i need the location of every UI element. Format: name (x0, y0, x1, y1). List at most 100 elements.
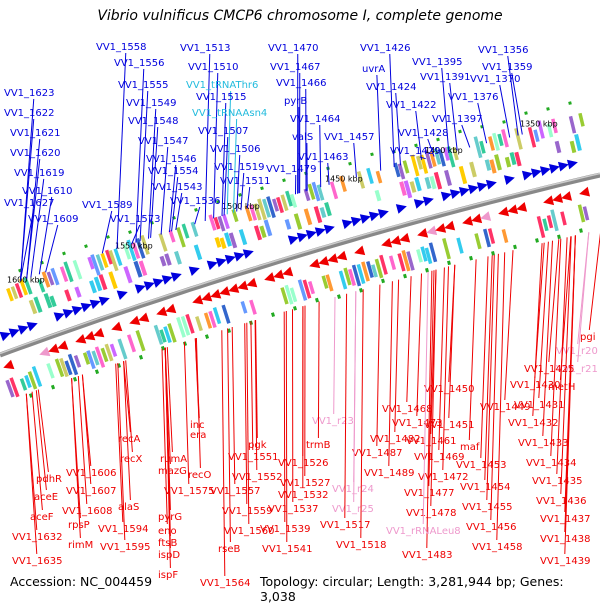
top-gene-label: VV1_1513 (180, 43, 231, 54)
label-leader-line (118, 363, 125, 540)
top-gene-label: VV1_1519 (214, 162, 265, 173)
top-gene-label: VV1_1424 (366, 82, 417, 93)
bottom-gene-label: VV1_1527 (280, 478, 331, 489)
forward-gene-arrow (486, 177, 498, 189)
gene-block (74, 286, 81, 297)
bottom-gene-label: VV1_1632 (12, 532, 63, 543)
bottom-gene-label: alaS (118, 502, 139, 513)
label-leader-line (334, 297, 335, 414)
top-gene-label: VV1_1422 (386, 100, 437, 111)
gene-block (456, 237, 463, 253)
top-gene-label: VV1_1457 (324, 132, 375, 143)
label-leader-line (361, 289, 363, 538)
gene-block (459, 166, 467, 184)
forward-gene-arrow (99, 293, 112, 306)
gene-block (127, 334, 136, 352)
gene-block (241, 301, 248, 314)
gene-block (195, 316, 203, 331)
green-marker (95, 369, 99, 374)
gene-block (444, 170, 452, 186)
bottom-gene-label: VV1_1557 (210, 486, 261, 497)
green-marker (73, 377, 77, 382)
gene-block (117, 338, 127, 359)
bottom-gene-label: rimM (68, 540, 93, 551)
top-gene-label: VV1_1589 (82, 200, 133, 211)
forward-gene-arrow (378, 206, 390, 218)
label-leader-line (505, 250, 513, 400)
top-gene-label: VV1_1546 (146, 154, 197, 165)
green-marker (238, 193, 242, 197)
top-gene-label: VV1_1547 (138, 136, 189, 147)
top-gene-label: VV1_1558 (96, 42, 147, 53)
green-marker (348, 162, 352, 166)
gene-block (555, 141, 562, 153)
gene-block (135, 330, 145, 351)
gene-block (410, 181, 417, 193)
kbp-tick-label: 1600 kbp (7, 275, 45, 284)
gene-block (489, 159, 496, 173)
reverse-gene-arrow (2, 360, 15, 373)
top-gene-label: VV1_1515 (196, 92, 247, 103)
gene-block (304, 208, 313, 225)
bottom-gene-label: rumA (160, 454, 187, 465)
bottom-gene-label: VV1_1483 (402, 550, 453, 561)
bottom-gene-label: ispD (158, 550, 180, 561)
reverse-gene-arrow (308, 259, 320, 271)
bottom-gene-label: VV1_1606 (66, 468, 117, 479)
top-gene-label: VV1_1391 (420, 72, 471, 83)
bottom-gene-label: VV1_1487 (352, 448, 403, 459)
bottom-gene-label: recO (188, 470, 212, 481)
reverse-gene-arrow (263, 272, 275, 284)
bottom-gene-label: VV1_1552 (232, 472, 283, 483)
gene-block (108, 271, 117, 289)
label-leader-line (462, 125, 470, 147)
forward-gene-arrow (189, 263, 202, 276)
gene-block (320, 207, 327, 218)
bottom-gene-label: VV1_1607 (66, 486, 117, 497)
gene-block (182, 224, 190, 239)
forward-gene-arrow (396, 201, 408, 213)
gene-block (174, 251, 182, 265)
green-marker (84, 244, 88, 248)
top-gene-label: VV1_tRNAThr6 (186, 80, 258, 91)
green-marker (51, 385, 55, 390)
top-gene-label: VV1_1429 (390, 146, 441, 157)
label-leader-line (417, 274, 422, 417)
top-gene-label: VV1_1395 (412, 57, 463, 68)
gene-block (469, 162, 477, 178)
green-marker (293, 306, 297, 311)
label-leader-line (318, 302, 319, 439)
top-gene-label: VV1_tRNAAsn4 (192, 108, 267, 119)
green-marker (139, 355, 143, 360)
gene-block (285, 219, 292, 230)
kbp-tick-label: 1450 kbp (325, 175, 363, 184)
top-gene-label: VV1_1619 (14, 168, 65, 179)
gene-block (505, 157, 511, 168)
bottom-gene-label: rseB (218, 544, 240, 555)
bottom-gene-label: VV1_1608 (62, 506, 113, 517)
bottom-gene-label: VV1_1431 (514, 400, 565, 411)
top-gene-label: VV1_1510 (188, 62, 239, 73)
green-marker (579, 228, 583, 233)
bottom-gene-label: ftsB (158, 538, 177, 549)
bottom-gene-label: VV1_1477 (404, 488, 455, 499)
top-gene-label: VV1_1470 (268, 43, 319, 54)
gene-block (194, 244, 202, 260)
reverse-gene-arrow (353, 246, 365, 258)
label-leader-line (549, 239, 559, 362)
bottom-gene-label: VV1_1594 (98, 524, 149, 535)
bottom-gene-label: mazG (158, 466, 187, 477)
top-gene-label: VV1_1622 (4, 108, 55, 119)
reverse-gene-arrow (155, 306, 168, 319)
bottom-gene-label: VV1_1456 (466, 522, 517, 533)
gene-block (366, 168, 374, 184)
bottom-gene-label: VV1_1436 (536, 496, 587, 507)
label-leader-line (286, 311, 287, 542)
top-gene-label: VV1_1466 (276, 78, 327, 89)
top-gene-label: VV1_1356 (478, 45, 529, 56)
green-marker (458, 130, 462, 134)
bottom-gene-label: pgk (248, 440, 267, 451)
label-leader-line (46, 225, 58, 272)
gene-block (249, 300, 257, 315)
